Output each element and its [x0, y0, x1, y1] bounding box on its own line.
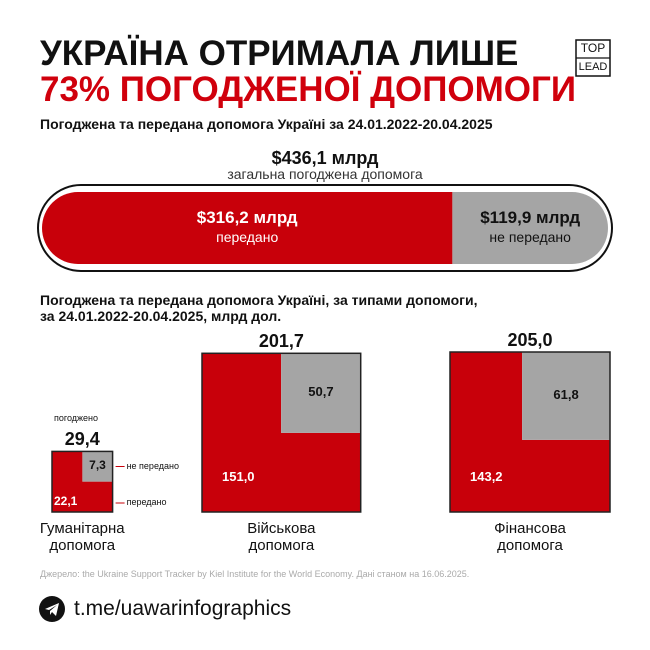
agreed-outline [201, 352, 362, 513]
agreed-outline [51, 450, 114, 513]
transferred-value: 151,0 [222, 469, 255, 484]
bar-segment [452, 192, 608, 264]
bar-frame [37, 184, 613, 272]
legend-transferred: передано [126, 497, 167, 507]
segment-value: $316,2 млрд [196, 208, 298, 227]
category-label: Військова допомога [247, 520, 316, 555]
agreed-outline [449, 351, 611, 513]
total-value: $436,1 млрд [271, 148, 379, 168]
not-transferred-area [522, 352, 610, 440]
category-label: Гуманітарна допомога [39, 520, 125, 555]
transferred-value: 143,2 [470, 469, 503, 484]
legend-agreed: погоджено [54, 413, 99, 424]
chart-title: Погоджена та передана допомога Україні, … [40, 292, 478, 325]
not-transferred-value: 7,3 [89, 457, 106, 472]
total-value: 29,4 [64, 429, 100, 450]
transferred-value: 22,1 [54, 494, 78, 508]
link: t.me/uawarinfographics [74, 597, 292, 620]
segment-name: не передано [489, 229, 571, 245]
transferred-area [202, 353, 361, 512]
segment-value: $119,9 млрд [480, 208, 581, 227]
transferred-area [450, 352, 610, 512]
not-transferred-area [281, 353, 361, 433]
title-line1: УКРАЇНА ОТРИМАЛА ЛИШЕ [40, 34, 519, 73]
total-value: 201,7 [258, 331, 304, 352]
not-transferred-area [82, 451, 113, 482]
legend-not-transferred: не передано [126, 460, 179, 471]
not-transferred-value: 61,8 [553, 386, 579, 402]
chart-title: Погоджена та передана допомога Україні з… [40, 116, 493, 132]
segment-name: передано [216, 229, 279, 245]
not-transferred-value: 50,7 [308, 384, 334, 400]
category-label: Фінансова допомога [494, 520, 566, 555]
total-value: 205,0 [507, 330, 553, 350]
source: Джерело: the Ukraine Support Tracker by … [40, 569, 470, 579]
title-line2: 73% ПОГОДЖЕНОЇ ДОПОМОГИ [40, 70, 577, 109]
total-caption: загальна погоджена допомога [227, 166, 423, 182]
bar-segment [42, 192, 453, 264]
logo-bottom: LEAD [578, 61, 608, 73]
telegram-icon [39, 596, 65, 622]
transferred-area [52, 451, 113, 512]
logo-top: TOP [580, 41, 606, 55]
